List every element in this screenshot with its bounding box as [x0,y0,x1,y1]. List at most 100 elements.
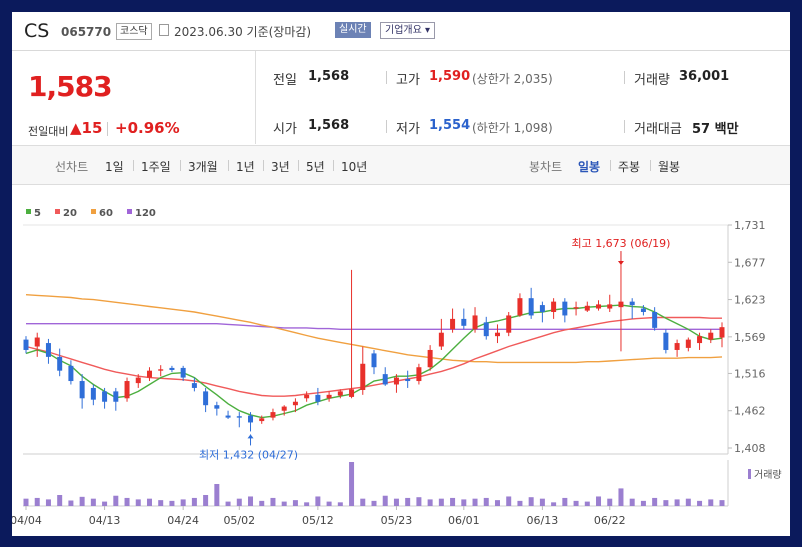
low-annotation: 최저 1,432 (04/27) [199,448,298,461]
volume-bar [551,502,557,506]
candle-body [281,406,287,411]
candle [169,365,175,373]
period-10year[interactable]: 10년 [341,160,368,174]
volume-bar [203,495,209,506]
candle [292,398,298,413]
volume-bar [90,498,96,506]
volume-bar [427,499,433,506]
volume-bar [506,496,512,506]
candle [640,305,646,316]
candle-body [169,367,175,370]
period-1day[interactable]: 1일 [105,160,124,174]
divider [298,160,299,171]
candle [697,332,703,350]
volume-bar [45,499,51,506]
volume-bar [57,495,63,506]
volume-bar [573,500,579,506]
candle [663,329,669,354]
prev-close-value: 1,568 [308,69,350,84]
candle-body [90,387,96,400]
candle-body [584,305,590,311]
candle [685,337,691,352]
candle [191,377,197,392]
period-1year[interactable]: 1년 [236,160,255,174]
market-badge: 코스닥 [116,23,152,40]
low-marker-arrow [247,434,254,439]
candle-body [23,339,29,350]
legend-swatch [55,209,60,214]
candle-body [360,363,366,391]
candle-body [135,377,141,384]
volume-bar [23,498,29,506]
x-tick-label: 04/13 [89,514,121,527]
candle-body [539,305,545,312]
volume-bar [663,500,669,506]
volume-bar [113,495,119,506]
candle-body [618,301,624,308]
divider [228,160,229,171]
y-tick-label: 1,731 [734,219,766,232]
volume-bar [180,499,186,506]
period-5year[interactable]: 5년 [306,160,325,174]
candle-body [562,301,568,316]
stock-code: 065770 [61,25,112,39]
candle-body [517,298,523,316]
volume-bar [315,496,321,506]
date-suffix: 기준(장마감) [246,25,312,39]
candle-body [573,307,579,309]
volume-bar [292,500,298,506]
realtime-button[interactable]: 실시간 [335,22,371,38]
change-percent: +0.96% [115,119,180,137]
candle [405,370,411,388]
candle [23,336,29,354]
period-monthly[interactable]: 월봉 [658,160,681,174]
ma20-line [25,316,722,397]
candle-body [674,343,680,350]
period-3month[interactable]: 3개월 [188,160,218,174]
company-overview-dropdown[interactable]: 기업개요 ▾ [380,22,436,39]
candle-body [236,416,242,418]
candle-body [416,367,422,382]
period-weekly[interactable]: 주봉 [618,160,641,174]
overview-label: 기업개요 [385,25,422,36]
candle-body [259,418,265,422]
candle [57,348,63,377]
open-value: 1,568 [308,118,350,133]
candle-body [349,389,355,397]
candle-body [596,304,602,309]
candle [315,387,321,406]
candle [719,322,725,348]
candle-body [483,322,489,337]
volume-bar [517,500,523,506]
y-tick-label: 1,462 [734,405,766,418]
candle [584,301,590,312]
chevron-down-icon: ▾ [425,25,431,36]
divider [333,160,334,171]
candle-body [146,370,152,378]
divider [107,122,108,136]
volume-bar [382,495,388,506]
x-tick-label: 05/02 [223,514,255,527]
period-3year[interactable]: 3년 [271,160,290,174]
y-tick-label: 1,516 [734,367,766,380]
candle [528,287,534,319]
high-marker-arrow [617,261,624,266]
candle [90,384,96,406]
x-tick-label: 04/04 [12,514,42,527]
ma60-line [25,294,723,364]
period-daily[interactable]: 일봉 [578,160,601,174]
legend-swatch [91,209,96,214]
volume-label: 거래량 [634,73,670,88]
candle-body [494,332,500,337]
candle [337,389,343,399]
volume-bar [652,497,658,506]
candle-body [248,415,254,423]
candle [259,415,265,424]
volume-bar [304,502,310,506]
candle-body [124,381,130,399]
high-annotation: 최고 1,673 (06/19) [571,237,670,250]
candle [360,346,366,395]
candle-body [326,394,332,399]
period-1week[interactable]: 1주일 [141,160,171,174]
x-tick-label: 05/12 [302,514,334,527]
